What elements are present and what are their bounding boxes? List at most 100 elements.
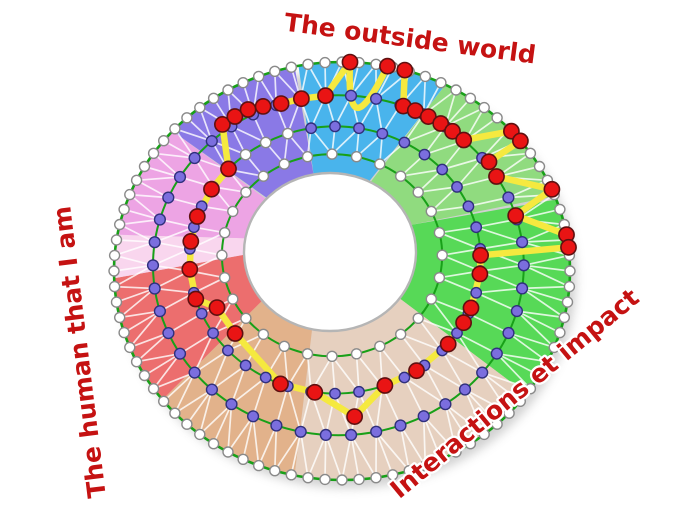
wheel-node[interactable]	[491, 112, 503, 124]
wheel-node[interactable]	[491, 418, 503, 430]
wheel-node[interactable]	[394, 419, 407, 432]
profile-node[interactable]	[182, 232, 200, 250]
wheel-node[interactable]	[533, 369, 546, 382]
wheel-node[interactable]	[253, 70, 265, 83]
profile-node[interactable]	[188, 208, 206, 225]
wheel-node[interactable]	[162, 191, 175, 204]
wheel-node[interactable]	[207, 92, 220, 105]
wheel-node[interactable]	[169, 123, 181, 135]
profile-node[interactable]	[213, 116, 231, 133]
profile-node[interactable]	[472, 246, 489, 264]
wheel-node[interactable]	[510, 305, 524, 318]
profile-node[interactable]	[444, 122, 461, 140]
profile-node[interactable]	[220, 160, 237, 178]
wheel-node[interactable]	[425, 205, 437, 218]
wheel-node[interactable]	[451, 180, 463, 193]
wheel-node[interactable]	[270, 419, 283, 432]
wheel-node[interactable]	[376, 127, 389, 140]
wheel-node[interactable]	[336, 474, 348, 486]
wheel-node[interactable]	[157, 395, 170, 407]
wheel-node[interactable]	[110, 296, 123, 308]
wheel-node[interactable]	[458, 383, 472, 396]
wheel-node[interactable]	[503, 407, 515, 419]
profile-node[interactable]	[376, 377, 394, 394]
wheel-node[interactable]	[370, 472, 382, 484]
wheel-node[interactable]	[195, 307, 208, 320]
wheel-node[interactable]	[181, 112, 193, 124]
wheel-node[interactable]	[285, 469, 297, 481]
profile-node[interactable]	[480, 153, 498, 171]
wheel-node[interactable]	[395, 328, 407, 340]
wheel-node[interactable]	[412, 186, 424, 198]
wheel-node[interactable]	[237, 76, 249, 89]
wheel-node[interactable]	[130, 174, 143, 187]
wheel-node[interactable]	[302, 472, 314, 484]
wheel-node[interactable]	[433, 272, 446, 284]
wheel-node[interactable]	[207, 327, 220, 339]
wheel-node[interactable]	[108, 265, 120, 277]
wheel-node[interactable]	[350, 348, 363, 360]
profile-node[interactable]	[208, 299, 226, 316]
wheel-node[interactable]	[398, 371, 411, 384]
profile-node[interactable]	[419, 108, 437, 125]
wheel-node[interactable]	[464, 438, 477, 450]
profile-node[interactable]	[292, 90, 310, 108]
wheel-node[interactable]	[478, 101, 490, 114]
wheel-node[interactable]	[225, 398, 238, 411]
wheel-node[interactable]	[259, 371, 272, 384]
wheel-node[interactable]	[216, 249, 228, 261]
wheel-node[interactable]	[194, 428, 206, 441]
wheel-node[interactable]	[222, 446, 234, 458]
wheel-node[interactable]	[146, 259, 160, 272]
wheel-node[interactable]	[370, 425, 383, 438]
profile-node[interactable]	[306, 383, 324, 401]
profile-node[interactable]	[439, 335, 457, 353]
wheel-node[interactable]	[374, 340, 386, 352]
wheel-node[interactable]	[398, 136, 411, 149]
wheel-node[interactable]	[124, 341, 136, 354]
wheel-node[interactable]	[524, 147, 537, 160]
wheel-node[interactable]	[257, 170, 270, 182]
profile-node[interactable]	[181, 260, 199, 278]
profile-node[interactable]	[488, 168, 505, 185]
wheel-node[interactable]	[502, 326, 515, 340]
profile-node[interactable]	[560, 238, 577, 256]
wheel-node[interactable]	[490, 347, 503, 360]
profile-node[interactable]	[379, 57, 396, 75]
wheel-node[interactable]	[370, 92, 383, 105]
wheel-node[interactable]	[533, 160, 546, 173]
wheel-node[interactable]	[554, 203, 566, 216]
profile-node[interactable]	[272, 375, 289, 393]
profile-node[interactable]	[455, 131, 473, 149]
wheel-node[interactable]	[257, 328, 270, 340]
wheel-node[interactable]	[162, 327, 175, 340]
profile-node[interactable]	[346, 408, 363, 425]
wheel-node[interactable]	[110, 234, 123, 246]
wheel-node[interactable]	[462, 200, 475, 213]
wheel-node[interactable]	[227, 293, 239, 305]
wheel-node[interactable]	[218, 226, 231, 239]
wheel-node[interactable]	[218, 272, 231, 284]
wheel-node[interactable]	[561, 296, 574, 308]
wheel-node[interactable]	[207, 438, 220, 450]
wheel-node[interactable]	[350, 150, 363, 163]
wheel-node[interactable]	[247, 410, 260, 423]
wheel-node[interactable]	[221, 344, 234, 357]
wheel-node[interactable]	[259, 136, 272, 149]
wheel-node[interactable]	[564, 265, 576, 277]
profile-node[interactable]	[396, 61, 414, 79]
wheel-node[interactable]	[329, 387, 341, 400]
wheel-node[interactable]	[541, 356, 554, 368]
wheel-node[interactable]	[302, 58, 314, 71]
wheel-node[interactable]	[237, 453, 249, 465]
wheel-node[interactable]	[108, 249, 121, 262]
profile-node[interactable]	[408, 362, 425, 380]
wheel-node[interactable]	[403, 465, 415, 477]
wheel-node[interactable]	[478, 428, 490, 441]
profile-node[interactable]	[272, 95, 290, 112]
wheel-node[interactable]	[240, 186, 252, 198]
wheel-node[interactable]	[344, 89, 358, 102]
wheel-node[interactable]	[305, 122, 317, 135]
wheel-node[interactable]	[294, 425, 307, 438]
wheel-node[interactable]	[470, 221, 483, 234]
